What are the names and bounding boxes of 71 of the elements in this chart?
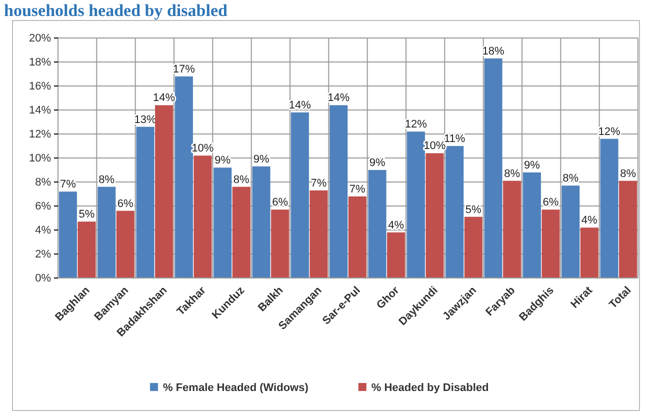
bar: [600, 138, 618, 278]
bar: [484, 58, 502, 278]
data-label: 6%: [272, 196, 288, 209]
data-label: 17%: [172, 63, 196, 76]
y-tick-label: 6%: [35, 200, 52, 213]
y-tick-label: 4%: [35, 224, 52, 237]
bar: [503, 180, 522, 278]
bar: [542, 210, 560, 278]
bar: [446, 146, 464, 278]
bar: [426, 153, 444, 278]
bar: [348, 196, 366, 278]
bar: [78, 222, 96, 278]
bar: [387, 232, 406, 278]
data-label: 4%: [388, 219, 404, 232]
bar: [580, 228, 598, 278]
bar: [310, 190, 328, 278]
y-tick-label: 16%: [28, 80, 52, 93]
bar: [194, 156, 212, 278]
data-label: 7%: [310, 177, 327, 190]
y-tick-label: 0%: [35, 272, 52, 285]
y-tick-label: 14%: [28, 104, 52, 117]
data-label: 9%: [369, 157, 386, 169]
bar: [619, 180, 638, 278]
bar: [58, 192, 77, 278]
bar: [522, 172, 541, 278]
data-label: 14%: [328, 92, 350, 104]
y-tick-label: 8%: [35, 176, 52, 189]
bar: [174, 76, 193, 278]
data-label: 9%: [214, 154, 231, 167]
bar: [464, 216, 482, 278]
y-tick-label: 20%: [28, 32, 52, 45]
data-label: 9%: [524, 159, 540, 172]
bar: [271, 210, 290, 278]
bar: [214, 168, 232, 278]
data-label: 6%: [542, 196, 559, 209]
bar: [290, 112, 309, 278]
data-label: 8%: [620, 168, 636, 180]
bar: [116, 210, 134, 278]
data-label: 8%: [98, 174, 115, 186]
data-label: 6%: [117, 198, 134, 210]
data-label: 7%: [60, 178, 76, 191]
legend-label: % Headed by Disabled: [371, 382, 489, 394]
data-label: 18%: [482, 45, 504, 58]
bar: [562, 186, 580, 278]
legend-label: % Female Headed (Widows): [163, 382, 309, 394]
data-label: 14%: [153, 92, 176, 104]
data-label: 12%: [404, 118, 428, 131]
data-label: 5%: [465, 204, 482, 216]
data-label: 7%: [349, 183, 366, 196]
y-tick-label: 10%: [28, 152, 52, 165]
bar: [252, 166, 270, 278]
data-label: 11%: [444, 133, 466, 145]
bar: [406, 132, 425, 278]
data-label: 8%: [233, 174, 250, 186]
bar: [232, 186, 250, 278]
data-label: 8%: [504, 168, 520, 180]
bar: [98, 186, 116, 278]
data-label: 4%: [581, 214, 598, 227]
bar: [136, 126, 154, 278]
data-label: 9%: [253, 153, 270, 166]
bar: [368, 170, 386, 278]
data-label: 8%: [562, 172, 579, 185]
data-label: 5%: [78, 208, 95, 221]
bar: [155, 105, 174, 278]
y-tick-label: 12%: [28, 128, 52, 141]
data-label: 14%: [288, 99, 312, 112]
data-label: 12%: [598, 126, 620, 138]
y-tick-label: 2%: [35, 248, 52, 261]
chart-title: households headed by disabled: [4, 1, 228, 20]
y-tick-label: 18%: [28, 56, 52, 69]
bar: [330, 105, 348, 278]
